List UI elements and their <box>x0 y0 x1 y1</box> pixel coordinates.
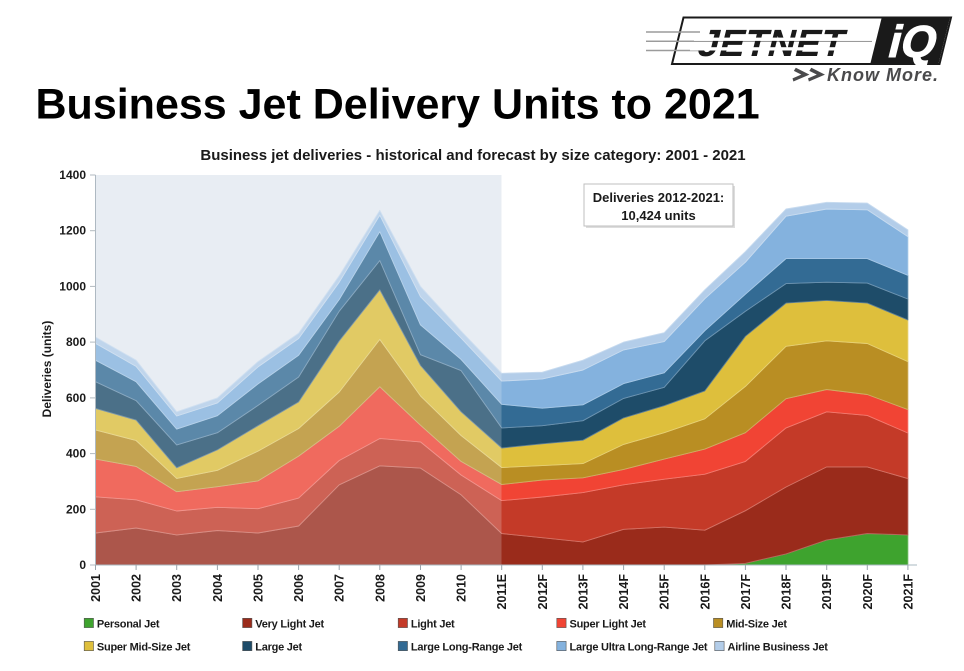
svg-text:800: 800 <box>66 335 86 349</box>
svg-text:Super Mid-Size Jet: Super Mid-Size Jet <box>97 641 191 653</box>
svg-text:2003: 2003 <box>170 574 184 602</box>
svg-text:2020F: 2020F <box>861 574 875 610</box>
svg-text:Business jet deliveries - hist: Business jet deliveries - historical and… <box>200 147 745 164</box>
svg-text:2018F: 2018F <box>780 574 794 610</box>
svg-text:2019F: 2019F <box>820 574 834 610</box>
svg-text:2004: 2004 <box>211 574 225 602</box>
svg-text:Business Jet Delivery Units to: Business Jet Delivery Units to 2021 <box>36 81 760 129</box>
svg-text:1000: 1000 <box>59 279 86 293</box>
svg-text:JETNET: JETNET <box>694 23 851 65</box>
svg-text:2011E: 2011E <box>495 574 509 609</box>
svg-text:2007: 2007 <box>333 574 347 602</box>
svg-text:Deliveries 2012-2021:: Deliveries 2012-2021: <box>593 190 725 205</box>
svg-text:Super Light Jet: Super Light Jet <box>570 618 647 630</box>
svg-text:200: 200 <box>66 502 86 516</box>
svg-text:Light Jet: Light Jet <box>411 618 455 630</box>
svg-text:2012F: 2012F <box>536 574 550 610</box>
svg-text:2006: 2006 <box>292 574 306 602</box>
svg-text:Very Light Jet: Very Light Jet <box>255 618 324 630</box>
svg-text:600: 600 <box>66 391 86 405</box>
svg-text:0: 0 <box>79 558 86 572</box>
svg-text:2009: 2009 <box>414 574 428 602</box>
svg-text:Large Jet: Large Jet <box>255 641 302 653</box>
svg-text:2014F: 2014F <box>617 574 631 610</box>
svg-text:2021F: 2021F <box>901 574 915 610</box>
svg-text:2002: 2002 <box>130 574 144 602</box>
svg-text:Airline Business Jet: Airline Business Jet <box>728 641 829 653</box>
svg-text:2008: 2008 <box>373 574 387 602</box>
svg-text:2016F: 2016F <box>698 574 712 610</box>
svg-text:2015F: 2015F <box>658 574 672 610</box>
svg-text:Large Long-Range Jet: Large Long-Range Jet <box>411 641 523 653</box>
svg-text:400: 400 <box>66 447 86 461</box>
svg-text:Deliveries (units): Deliveries (units) <box>40 321 54 418</box>
svg-text:Personal Jet: Personal Jet <box>97 618 160 630</box>
svg-text:Know More.: Know More. <box>827 65 939 85</box>
svg-text:2001: 2001 <box>89 574 103 602</box>
svg-text:Mid-Size Jet: Mid-Size Jet <box>726 618 787 630</box>
svg-text:2013F: 2013F <box>576 574 590 610</box>
svg-text:Large Ultra Long-Range Jet: Large Ultra Long-Range Jet <box>570 641 708 653</box>
svg-text:2017F: 2017F <box>739 574 753 610</box>
svg-text:1400: 1400 <box>59 168 86 182</box>
svg-text:1200: 1200 <box>59 224 86 238</box>
svg-text:2005: 2005 <box>252 574 266 602</box>
svg-text:10,424 units: 10,424 units <box>621 208 695 223</box>
svg-text:2010: 2010 <box>455 574 469 602</box>
